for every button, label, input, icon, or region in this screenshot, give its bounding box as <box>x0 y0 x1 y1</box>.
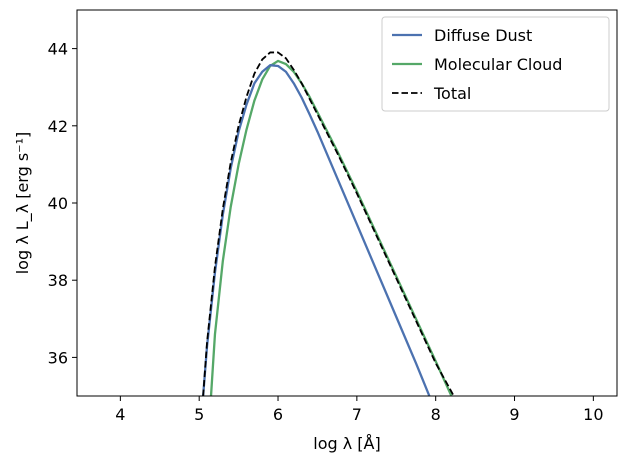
x-tick-label: 9 <box>509 405 519 424</box>
y-axis-label: log λ L_λ [erg s⁻¹] <box>13 132 33 275</box>
y-tick-label: 38 <box>48 271 68 290</box>
x-tick-label: 10 <box>583 405 603 424</box>
x-axis-label: log λ [Å] <box>313 434 380 453</box>
x-tick-label: 6 <box>273 405 283 424</box>
x-tick-label: 7 <box>352 405 362 424</box>
series-line-total <box>202 51 455 396</box>
legend-label-diffuse-dust: Diffuse Dust <box>434 26 532 45</box>
x-tick-label: 5 <box>194 405 204 424</box>
y-tick-label: 40 <box>48 194 68 213</box>
legend-label-molecular-cloud: Molecular Cloud <box>434 55 562 74</box>
y-tick-label: 36 <box>48 348 68 367</box>
legend-box <box>381 16 610 112</box>
legend: Diffuse Dust Molecular Cloud Total <box>381 16 610 112</box>
y-tick-label: 42 <box>48 117 68 136</box>
series-line-diffuse-dust <box>201 64 431 396</box>
legend-label-total: Total <box>433 84 471 103</box>
series-layer <box>201 51 455 396</box>
y-tick-label: 44 <box>48 40 68 59</box>
x-tick-label: 4 <box>115 405 125 424</box>
ticks-layer: 4 5 6 7 8 9 10 36 38 40 42 44 <box>48 40 604 424</box>
x-tick-label: 8 <box>431 405 441 424</box>
